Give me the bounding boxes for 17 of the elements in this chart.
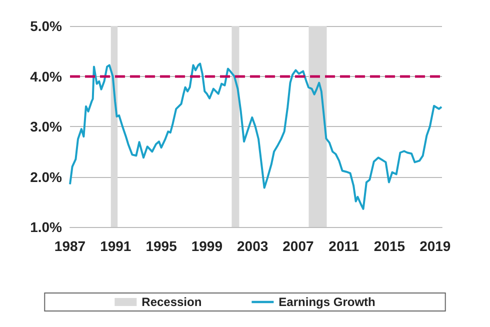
x-tick-label: 2007 (282, 238, 314, 254)
y-tick-label: 4.0% (30, 68, 63, 84)
x-tick-label: 2003 (237, 238, 268, 254)
x-tick-label: 1991 (100, 238, 132, 254)
x-tick-label: 1995 (146, 238, 178, 254)
x-tick-label: 2019 (420, 238, 451, 254)
x-tick-label: 1999 (191, 238, 223, 254)
y-tick-label: 3.0% (30, 118, 63, 134)
y-tick-label: 1.0% (30, 219, 63, 235)
line-series (69, 62, 443, 210)
legend-label: Earnings Growth (278, 295, 376, 309)
x-tick-label: 2015 (374, 238, 406, 254)
x-tick-label: 1987 (54, 238, 86, 254)
y-tick-label: 5.0% (30, 18, 63, 34)
y-tick-label: 2.0% (30, 168, 63, 185)
x-tick-label: 2011 (328, 238, 360, 254)
legend-label: Recession (142, 295, 202, 309)
